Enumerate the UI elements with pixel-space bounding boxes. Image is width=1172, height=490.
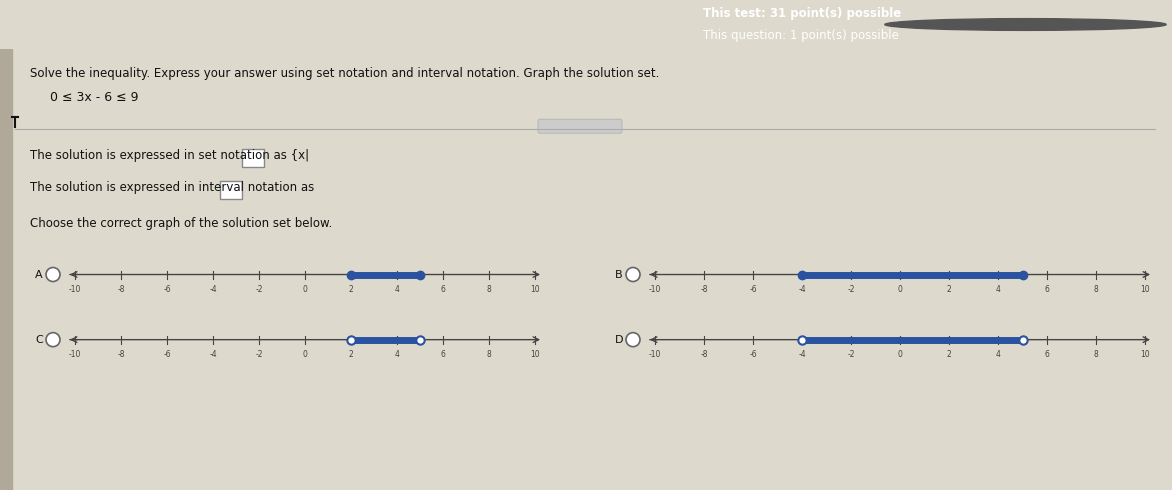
Text: -4: -4 (798, 350, 806, 359)
Text: 2: 2 (348, 350, 354, 359)
Text: -8: -8 (700, 350, 708, 359)
Text: C: C (35, 335, 43, 344)
Text: 4: 4 (995, 350, 1001, 359)
Text: 10: 10 (530, 350, 540, 359)
Text: B: B (615, 270, 622, 279)
Text: A: A (35, 270, 43, 279)
Text: -10: -10 (69, 350, 81, 359)
Text: -4: -4 (209, 285, 217, 294)
Text: 4: 4 (995, 285, 1001, 294)
Text: -10: -10 (649, 350, 661, 359)
Text: -2: -2 (255, 285, 263, 294)
Text: 0 ≤ 3x - 6 ≤ 9: 0 ≤ 3x - 6 ≤ 9 (50, 91, 138, 104)
Text: 10: 10 (530, 285, 540, 294)
Text: 8: 8 (1093, 350, 1098, 359)
Circle shape (46, 333, 60, 347)
Text: 0: 0 (302, 350, 307, 359)
Circle shape (46, 268, 60, 282)
Text: 0: 0 (302, 285, 307, 294)
Circle shape (626, 268, 640, 282)
Text: -4: -4 (209, 350, 217, 359)
Text: Solve the inequality. Express your answer using set notation and interval notati: Solve the inequality. Express your answe… (30, 67, 660, 80)
Text: 0: 0 (898, 350, 902, 359)
Text: 8: 8 (486, 350, 491, 359)
Text: 0: 0 (898, 285, 902, 294)
FancyBboxPatch shape (538, 119, 622, 133)
Text: 2: 2 (348, 285, 354, 294)
Text: 6: 6 (1044, 350, 1049, 359)
Text: Submit test: Submit test (1031, 18, 1113, 31)
Text: 10: 10 (1140, 350, 1150, 359)
Text: This test: 31 point(s) possible: This test: 31 point(s) possible (703, 7, 901, 20)
Text: -8: -8 (700, 285, 708, 294)
Text: 10: 10 (1140, 285, 1150, 294)
Text: -2: -2 (847, 285, 854, 294)
Text: 8: 8 (486, 285, 491, 294)
Text: This question: 1 point(s) possible: This question: 1 point(s) possible (703, 29, 899, 42)
Text: The solution is expressed in interval notation as: The solution is expressed in interval no… (30, 181, 314, 195)
Text: The solution is expressed in set notation as {x|: The solution is expressed in set notatio… (30, 149, 309, 162)
Text: -2: -2 (255, 350, 263, 359)
Text: -10: -10 (69, 285, 81, 294)
FancyBboxPatch shape (220, 181, 241, 199)
Circle shape (885, 19, 1166, 30)
Text: 6: 6 (441, 350, 445, 359)
Text: -4: -4 (798, 285, 806, 294)
Text: -6: -6 (749, 285, 757, 294)
Text: -6: -6 (163, 285, 171, 294)
Bar (0, 49, 12, 490)
Text: 6: 6 (1044, 285, 1049, 294)
Text: 6: 6 (441, 285, 445, 294)
Text: -8: -8 (117, 285, 124, 294)
Text: D: D (615, 335, 624, 344)
Circle shape (626, 333, 640, 347)
Text: 4: 4 (395, 285, 400, 294)
Text: -6: -6 (749, 350, 757, 359)
Text: 2: 2 (947, 285, 952, 294)
FancyBboxPatch shape (241, 149, 264, 167)
Text: -10: -10 (649, 285, 661, 294)
Text: 4: 4 (395, 350, 400, 359)
Text: Choose the correct graph of the solution set below.: Choose the correct graph of the solution… (30, 218, 332, 230)
Text: -6: -6 (163, 350, 171, 359)
Text: -2: -2 (847, 350, 854, 359)
Text: 2: 2 (947, 350, 952, 359)
Text: 8: 8 (1093, 285, 1098, 294)
Text: -8: -8 (117, 350, 124, 359)
